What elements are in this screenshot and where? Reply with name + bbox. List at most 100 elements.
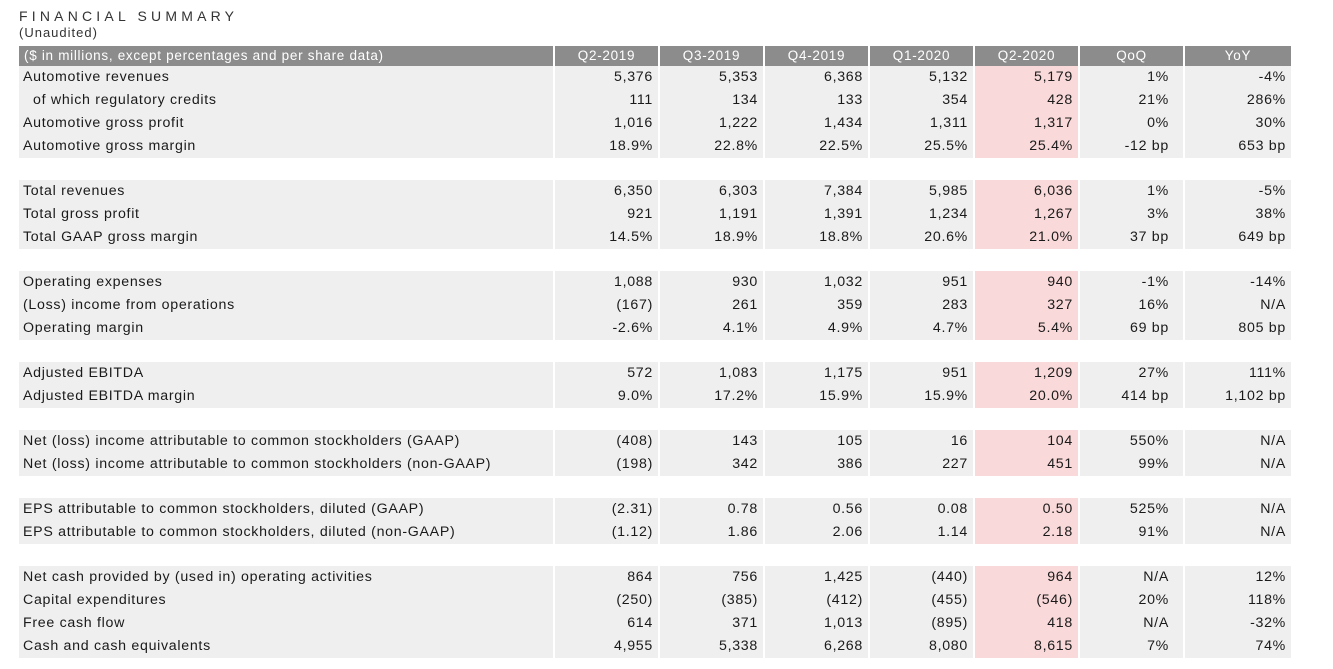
section-spacer xyxy=(19,340,1291,362)
cell-q2-2019: 5,376 xyxy=(555,66,660,89)
table-row: Net (loss) income attributable to common… xyxy=(19,430,1291,453)
cell-qoq: -12 bp xyxy=(1080,135,1185,158)
cell-q3-2019: 22.8% xyxy=(660,135,765,158)
cell-yoy: 805 bp xyxy=(1185,317,1291,340)
table-header-row: ($ in millions, except percentages and p… xyxy=(19,46,1291,66)
cell-qoq: -1% xyxy=(1080,271,1185,294)
cell-qoq: 0% xyxy=(1080,112,1185,135)
spacer-cell xyxy=(19,158,555,180)
page-subtitle: (Unaudited) xyxy=(19,25,98,40)
spacer-cell xyxy=(1185,408,1291,430)
cell-q2-2020: 6,036 xyxy=(975,180,1080,203)
spacer-cell xyxy=(19,544,555,566)
table-row: Operating margin -2.6% 4.1% 4.9% 4.7% 5.4% 69 … xyxy=(19,317,1291,340)
cell-qoq: 1% xyxy=(1080,180,1185,203)
cell-q1-2020: 951 xyxy=(870,362,975,385)
cell-yoy: 111% xyxy=(1185,362,1291,385)
cell-q2-2020: 327 xyxy=(975,294,1080,317)
cell-q4-2019: 22.5% xyxy=(765,135,870,158)
cell-q2-2020: 5.4% xyxy=(975,317,1080,340)
cell-yoy: -14% xyxy=(1185,271,1291,294)
cell-q2-2020: 940 xyxy=(975,271,1080,294)
section-spacer xyxy=(19,249,1291,271)
row-label: Capital expenditures xyxy=(19,589,555,612)
cell-q3-2019: 261 xyxy=(660,294,765,317)
cell-q4-2019: 105 xyxy=(765,430,870,453)
cell-q2-2019: (167) xyxy=(555,294,660,317)
spacer-cell xyxy=(870,408,975,430)
row-label: Adjusted EBITDA margin xyxy=(19,385,555,408)
cell-q4-2019: 6,368 xyxy=(765,66,870,89)
table-row: EPS attributable to common stockholders,… xyxy=(19,521,1291,544)
cell-q2-2020: 21.0% xyxy=(975,226,1080,249)
cell-q4-2019: 1,013 xyxy=(765,612,870,635)
cell-q4-2019: 1,434 xyxy=(765,112,870,135)
cell-q1-2020: 8,080 xyxy=(870,635,975,658)
spacer-cell xyxy=(765,476,870,498)
cell-q2-2019: 6,350 xyxy=(555,180,660,203)
cell-q2-2020: 964 xyxy=(975,566,1080,589)
row-label: Cash and cash equivalents xyxy=(19,635,555,658)
row-label: Total GAAP gross margin xyxy=(19,226,555,249)
row-label: Net (loss) income attributable to common… xyxy=(19,430,555,453)
cell-q1-2020: 1.14 xyxy=(870,521,975,544)
cell-q1-2020: 5,132 xyxy=(870,66,975,89)
cell-qoq: 7% xyxy=(1080,635,1185,658)
spacer-cell xyxy=(1185,249,1291,271)
spacer-cell xyxy=(765,408,870,430)
cell-q1-2020: 0.08 xyxy=(870,498,975,521)
cell-qoq: 69 bp xyxy=(1080,317,1185,340)
spacer-cell xyxy=(765,249,870,271)
spacer-cell xyxy=(975,476,1080,498)
column-header-q1-2020: Q1-2020 xyxy=(870,46,975,66)
cell-q3-2019: 0.78 xyxy=(660,498,765,521)
cell-q3-2019: 17.2% xyxy=(660,385,765,408)
cell-q4-2019: 18.8% xyxy=(765,226,870,249)
table-row: EPS attributable to common stockholders,… xyxy=(19,498,1291,521)
cell-q1-2020: 4.7% xyxy=(870,317,975,340)
cell-yoy: N/A xyxy=(1185,453,1291,476)
spacer-cell xyxy=(660,476,765,498)
cell-qoq: 414 bp xyxy=(1080,385,1185,408)
spacer-cell xyxy=(19,249,555,271)
cell-q1-2020: 354 xyxy=(870,89,975,112)
cell-q3-2019: 342 xyxy=(660,453,765,476)
spacer-cell xyxy=(765,544,870,566)
table-row: Operating expenses 1,088 930 1,032 951 940 -1%… xyxy=(19,271,1291,294)
cell-q3-2019: 134 xyxy=(660,89,765,112)
spacer-cell xyxy=(870,249,975,271)
section-spacer xyxy=(19,544,1291,566)
row-label: Operating expenses xyxy=(19,271,555,294)
section-spacer xyxy=(19,158,1291,180)
cell-yoy: -5% xyxy=(1185,180,1291,203)
cell-q2-2019: (408) xyxy=(555,430,660,453)
cell-q1-2020: 283 xyxy=(870,294,975,317)
row-label: Net cash provided by (used in) operating… xyxy=(19,566,555,589)
cell-q1-2020: 20.6% xyxy=(870,226,975,249)
spacer-cell xyxy=(975,544,1080,566)
cell-q3-2019: 1.86 xyxy=(660,521,765,544)
cell-yoy: N/A xyxy=(1185,430,1291,453)
spacer-cell xyxy=(1080,544,1185,566)
spacer-cell xyxy=(870,544,975,566)
cell-q3-2019: 1,191 xyxy=(660,203,765,226)
row-label: Total revenues xyxy=(19,180,555,203)
table-row: Total gross profit 921 1,191 1,391 1,234 1,26… xyxy=(19,203,1291,226)
cell-q3-2019: 1,083 xyxy=(660,362,765,385)
spacer-cell xyxy=(555,544,660,566)
spacer-cell xyxy=(19,476,555,498)
page-title: FINANCIAL SUMMARY xyxy=(19,8,239,24)
cell-yoy: 38% xyxy=(1185,203,1291,226)
cell-qoq: 1% xyxy=(1080,66,1185,89)
cell-q4-2019: 6,268 xyxy=(765,635,870,658)
cell-q1-2020: 16 xyxy=(870,430,975,453)
cell-q2-2019: 4,955 xyxy=(555,635,660,658)
cell-q4-2019: 4.9% xyxy=(765,317,870,340)
cell-q2-2020: 0.50 xyxy=(975,498,1080,521)
spacer-cell xyxy=(660,340,765,362)
cell-yoy: N/A xyxy=(1185,498,1291,521)
cell-q3-2019: 4.1% xyxy=(660,317,765,340)
spacer-cell xyxy=(870,476,975,498)
cell-qoq: 37 bp xyxy=(1080,226,1185,249)
cell-q2-2020: 2.18 xyxy=(975,521,1080,544)
